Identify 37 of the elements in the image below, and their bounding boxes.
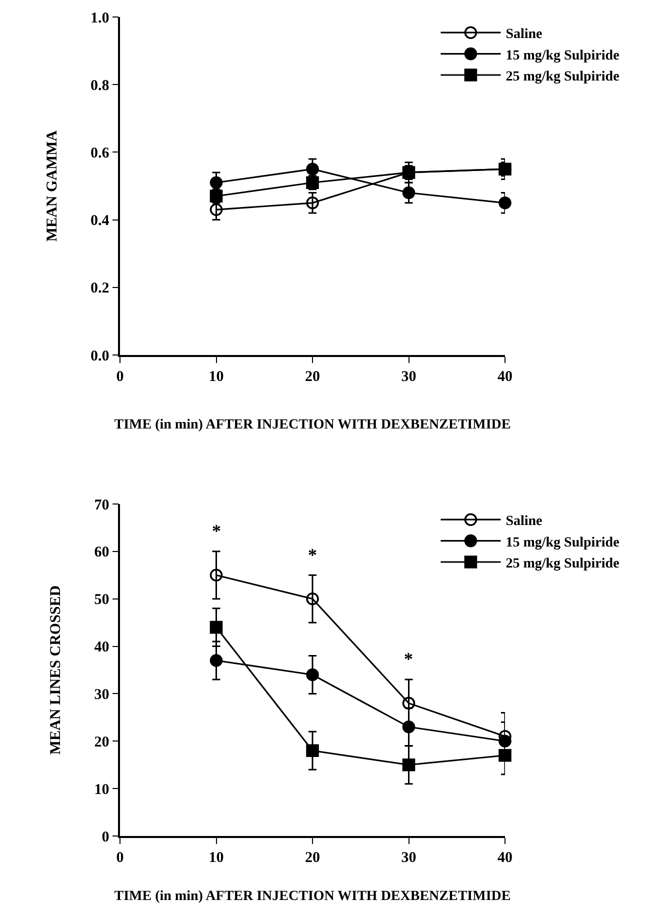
- x-tick-label: 10: [208, 850, 224, 866]
- y-tick-label: 0.4: [90, 213, 110, 230]
- x-tick-label: 30: [401, 368, 416, 385]
- y-tick-label: 0.6: [90, 145, 110, 162]
- y-tick-label: 0.0: [90, 348, 110, 364]
- y-tick-label: 0: [102, 829, 110, 846]
- x-tick-label: 10: [208, 368, 224, 385]
- x-tick-label: 40: [498, 850, 512, 866]
- legend-label: 25 mg/kg Sulpiride: [506, 556, 620, 572]
- y-tick-label: 0.2: [90, 280, 110, 297]
- y-tick-label: 10: [94, 782, 110, 798]
- y-tick-label: 70: [94, 497, 110, 514]
- x-tick-label: 0: [116, 850, 124, 866]
- y-tick-label: 50: [94, 592, 110, 608]
- x-tick-label: 20: [305, 368, 320, 385]
- y-tick-label: 20: [94, 734, 110, 750]
- x-tick-label: 30: [401, 850, 416, 866]
- x-tick-label: 20: [305, 850, 320, 866]
- y-axis-title: MEAN GAMMA: [44, 130, 60, 242]
- annotation: *: [308, 545, 317, 565]
- x-tick-label: 0: [116, 368, 124, 385]
- legend-label: Saline: [506, 27, 542, 42]
- x-axis-title: TIME (in min) AFTER INJECTION WITH DEXBENZETIMIDE: [114, 889, 511, 904]
- y-tick-label: 40: [94, 640, 110, 656]
- legend-label: 15 mg/kg Sulpiride: [506, 48, 620, 64]
- legend-label: Saline: [506, 514, 542, 530]
- legend-label: 25 mg/kg Sulpiride: [506, 69, 620, 84]
- x-tick-label: 40: [498, 368, 512, 385]
- y-axis-title: MEAN LINES CROSSED: [48, 585, 64, 755]
- annotation: *: [404, 649, 413, 669]
- y-tick-label: 30: [94, 686, 110, 703]
- x-axis-title: TIME (in min) AFTER INJECTION WITH DEXBENZETIMIDE: [114, 418, 511, 433]
- annotation: *: [212, 521, 221, 541]
- y-tick-label: 0.8: [90, 78, 110, 94]
- y-tick-label: 60: [94, 544, 110, 561]
- legend-label: 15 mg/kg Sulpiride: [506, 535, 620, 550]
- y-tick-label: 1.0: [90, 10, 110, 26]
